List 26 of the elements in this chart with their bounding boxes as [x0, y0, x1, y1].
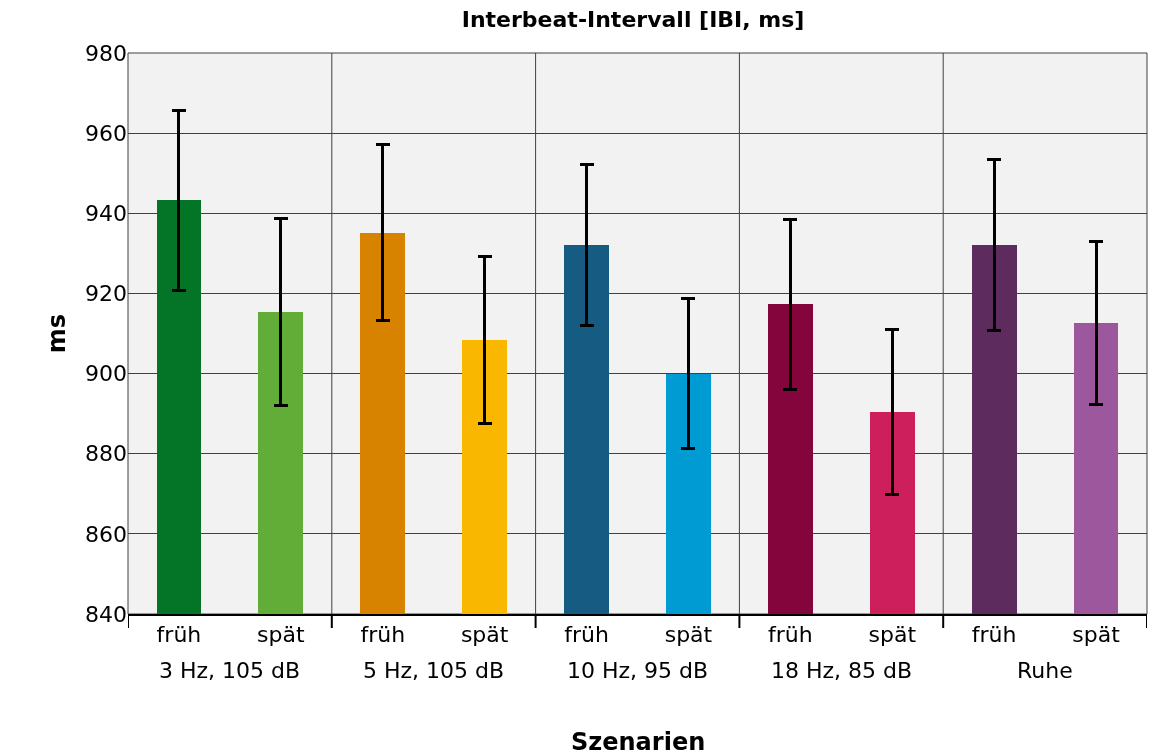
x-tick-label: früh — [156, 622, 202, 648]
y-tick-label: 960 — [85, 120, 127, 146]
y-axis-title: ms — [43, 313, 72, 354]
text: 10 Hz, 95 dB — [567, 658, 709, 683]
x-axis-title: Szenarien — [571, 728, 706, 755]
x-tick-label: früh — [768, 622, 813, 648]
text: Ruhe — [1017, 658, 1073, 683]
y-tick-label: 840 — [85, 601, 127, 627]
x-tick-label: früh — [564, 622, 609, 648]
text: 3 Hz, 105 dB — [159, 658, 301, 683]
y-tick-label: 980 — [85, 40, 127, 66]
y-tick-label: 900 — [85, 361, 127, 387]
y-tick-label: 920 — [85, 281, 127, 307]
text: 18 Hz, 85 dB — [771, 658, 913, 683]
x-tick-label: spät — [664, 622, 713, 648]
y-tick-label: 940 — [85, 200, 127, 226]
x-tick-label: früh — [971, 622, 1017, 648]
y-tick-label: 860 — [85, 521, 127, 547]
chart-title: Interbeat-Intervall [IBI, ms] — [461, 6, 805, 32]
x-tick-label: früh — [360, 622, 406, 648]
x-tick-label: spät — [868, 622, 917, 648]
x-tick-label: spät — [257, 622, 305, 648]
x-tick-label: spät — [1072, 622, 1121, 648]
y-tick-label: 880 — [85, 441, 127, 467]
x-tick-label: spät — [460, 622, 509, 648]
text: 5 Hz, 105 dB — [363, 658, 505, 683]
